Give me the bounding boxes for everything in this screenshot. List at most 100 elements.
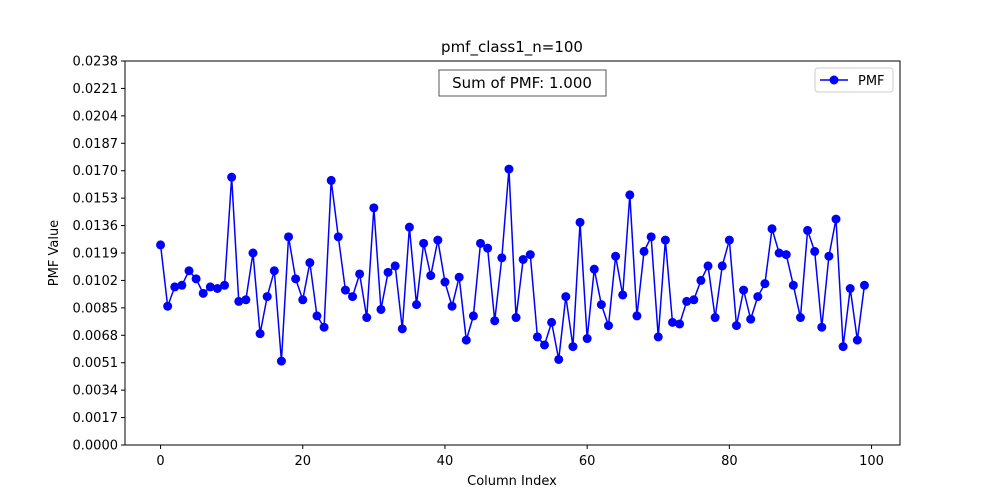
y-tick-label: 0.0051 [73, 356, 119, 371]
pmf-series-points [156, 164, 869, 366]
y-tick-label: 0.0068 [73, 329, 119, 344]
data-point [291, 274, 301, 284]
legend-box [814, 67, 894, 93]
data-point [497, 253, 507, 263]
data-point [774, 248, 784, 258]
data-point [739, 285, 749, 295]
data-point [504, 164, 514, 174]
y-axis-ticks: 0.0000 0.0017 0.0034 0.0051 0.0068 0.0085 0.01… [73, 55, 125, 454]
data-point [312, 311, 322, 321]
data-point [255, 329, 265, 339]
data-point [333, 232, 343, 242]
data-point [369, 203, 379, 213]
data-point [859, 280, 869, 290]
data-point [525, 250, 535, 260]
data-point [284, 232, 294, 242]
data-point [298, 295, 308, 305]
data-point [433, 235, 443, 245]
y-tick-label: 0.0238 [73, 55, 119, 70]
data-point [468, 311, 478, 321]
data-point [838, 342, 848, 352]
data-point [248, 248, 258, 258]
data-point [660, 235, 670, 245]
sum-annotation: Sum of PMF: 1.000 [438, 69, 607, 97]
data-point [234, 296, 244, 306]
y-tick-label: 0.0170 [73, 164, 119, 179]
data-point [397, 324, 407, 334]
data-point [589, 264, 599, 274]
x-tick-label: 100 [859, 454, 884, 469]
data-point [269, 266, 279, 276]
data-point [753, 292, 763, 302]
x-axis-label: Column Index [467, 474, 557, 489]
x-tick-label: 60 [579, 454, 596, 469]
data-point [447, 301, 457, 311]
legend-marker-swatch [829, 75, 839, 85]
data-point [803, 225, 813, 235]
y-tick-label: 0.0187 [73, 137, 119, 152]
y-tick-label: 0.0136 [73, 219, 119, 234]
y-tick-label: 0.0153 [73, 192, 119, 207]
data-point [696, 275, 706, 285]
data-point [788, 280, 798, 290]
data-point [682, 296, 692, 306]
data-point [518, 254, 528, 264]
data-point [490, 316, 500, 326]
data-point [561, 292, 571, 302]
data-point [703, 261, 713, 271]
data-point [810, 246, 820, 256]
data-point [667, 317, 677, 327]
y-tick-label: 0.0102 [73, 274, 119, 289]
chart-title: pmf_class1_n=100 [441, 38, 583, 57]
y-tick-label: 0.0221 [73, 82, 119, 97]
data-point [412, 300, 422, 310]
data-point [191, 274, 201, 284]
annotation-box [438, 69, 607, 97]
data-point [639, 246, 649, 256]
data-point [824, 251, 834, 261]
x-tick-label: 40 [437, 454, 454, 469]
data-point [746, 314, 756, 324]
y-tick-label: 0.0119 [73, 247, 119, 262]
data-point [355, 269, 365, 279]
data-point [852, 335, 862, 345]
data-point [632, 311, 642, 321]
data-point [376, 304, 386, 314]
data-point [831, 214, 841, 224]
data-point [205, 282, 215, 292]
data-point [547, 317, 557, 327]
data-point [163, 301, 173, 311]
data-point [483, 243, 493, 253]
x-axis-ticks: 0 20 40 60 80 100 [156, 445, 884, 469]
data-point [582, 334, 592, 344]
data-point [646, 232, 656, 242]
y-tick-label: 0.0034 [73, 384, 119, 399]
data-point [760, 279, 770, 289]
data-point [731, 321, 741, 331]
plot-area-frame [124, 60, 901, 446]
data-point [362, 313, 372, 323]
data-point [724, 235, 734, 245]
data-point [454, 272, 464, 282]
data-point [348, 292, 358, 302]
y-tick-label: 0.0085 [73, 301, 119, 316]
data-point [767, 224, 777, 234]
data-point [554, 354, 564, 364]
y-tick-label: 0.0000 [73, 439, 119, 454]
x-tick-label: 0 [156, 454, 164, 469]
annotation-text: Sum of PMF: 1.000 [452, 74, 592, 92]
data-point [404, 222, 414, 232]
data-point [511, 313, 521, 323]
data-point [276, 356, 286, 366]
data-point [611, 251, 621, 261]
y-tick-label: 0.0204 [73, 109, 119, 124]
data-point [618, 290, 628, 300]
data-point [212, 283, 222, 293]
data-point [575, 217, 585, 227]
data-point [795, 313, 805, 323]
data-point [532, 332, 542, 342]
data-point [461, 335, 471, 345]
data-point [241, 295, 251, 305]
data-point [476, 238, 486, 248]
data-point [305, 258, 315, 268]
